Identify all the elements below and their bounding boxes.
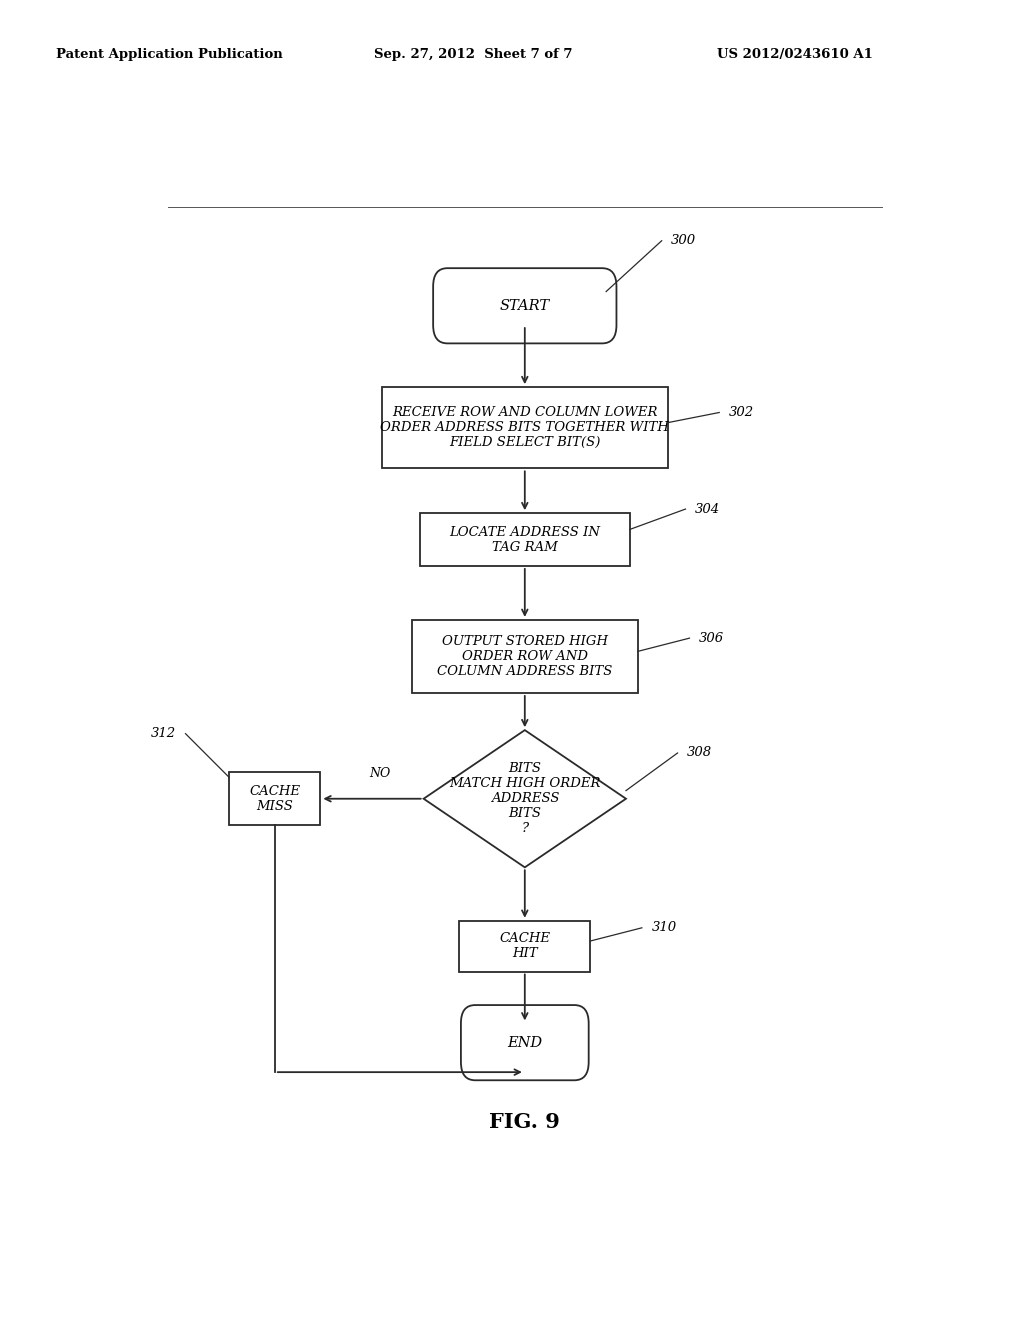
- Text: OUTPUT STORED HIGH
ORDER ROW AND
COLUMN ADDRESS BITS: OUTPUT STORED HIGH ORDER ROW AND COLUMN …: [437, 635, 612, 678]
- Text: FIG. 9: FIG. 9: [489, 1111, 560, 1133]
- Text: END: END: [507, 1036, 543, 1049]
- Text: 302: 302: [729, 407, 754, 418]
- Polygon shape: [424, 730, 626, 867]
- Text: 312: 312: [151, 727, 176, 741]
- Text: 308: 308: [687, 747, 713, 759]
- Text: BITS
MATCH HIGH ORDER
ADDRESS
BITS
?: BITS MATCH HIGH ORDER ADDRESS BITS ?: [450, 762, 600, 836]
- Text: START: START: [500, 298, 550, 313]
- Text: 300: 300: [671, 234, 696, 247]
- Text: RECEIVE ROW AND COLUMN LOWER
ORDER ADDRESS BITS TOGETHER WITH
FIELD SELECT BIT(S: RECEIVE ROW AND COLUMN LOWER ORDER ADDRE…: [380, 407, 670, 449]
- Text: Patent Application Publication: Patent Application Publication: [56, 48, 283, 61]
- Text: NO: NO: [370, 767, 390, 780]
- Text: CACHE
HIT: CACHE HIT: [500, 932, 550, 960]
- Bar: [460, 921, 590, 972]
- Text: US 2012/0243610 A1: US 2012/0243610 A1: [717, 48, 872, 61]
- Text: LOCATE ADDRESS IN
TAG RAM: LOCATE ADDRESS IN TAG RAM: [450, 525, 600, 553]
- FancyBboxPatch shape: [461, 1005, 589, 1080]
- FancyBboxPatch shape: [433, 268, 616, 343]
- Bar: [420, 513, 630, 566]
- Bar: [229, 772, 321, 825]
- Text: Sep. 27, 2012  Sheet 7 of 7: Sep. 27, 2012 Sheet 7 of 7: [374, 48, 572, 61]
- Text: 304: 304: [695, 503, 720, 516]
- Bar: [412, 620, 638, 693]
- Text: 310: 310: [651, 921, 677, 935]
- Text: CACHE
MISS: CACHE MISS: [249, 784, 300, 813]
- Bar: [382, 387, 668, 469]
- Text: 306: 306: [699, 632, 724, 644]
